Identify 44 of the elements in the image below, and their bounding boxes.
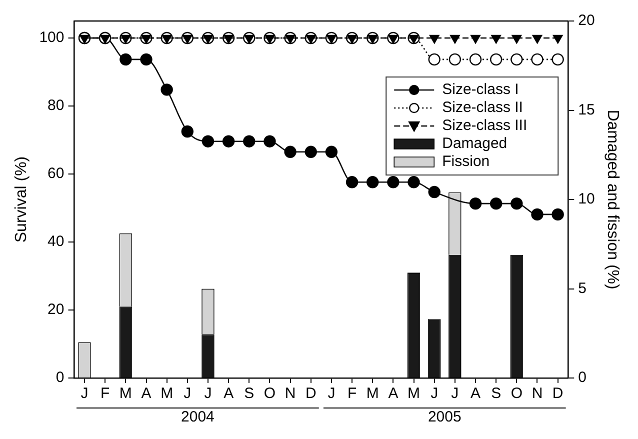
x-tick-label: D (305, 385, 316, 402)
x-tick-label: D (552, 385, 564, 402)
x-tick-label: J (328, 385, 336, 402)
text: 2005 (428, 408, 462, 426)
y2-tick-label: 15 (578, 101, 595, 118)
x-tick-label: A (470, 385, 481, 402)
x-tick-label: S (491, 385, 502, 402)
y-tick-label: 0 (56, 369, 64, 386)
y-tick-label: 80 (48, 97, 64, 114)
legend-label: Size-class I (442, 81, 519, 98)
y-tick-label: 20 (48, 301, 64, 318)
y-tick-label: 100 (39, 29, 64, 46)
x-tick-label: M (408, 385, 420, 402)
y-tick-label: 40 (48, 233, 64, 250)
legend-label: Size-class III (442, 117, 528, 134)
x-tick-label: M (119, 385, 132, 402)
y-axis-title: Survival (%) (13, 156, 30, 243)
y2-tick-label: 10 (578, 190, 595, 208)
x-tick-label: J (204, 385, 212, 402)
x-tick-label: J (451, 385, 459, 402)
x-tick-label: J (430, 385, 438, 402)
x-tick-label: M (366, 385, 379, 402)
x-tick-label: A (388, 385, 398, 402)
legend-label: Fission (442, 153, 490, 170)
x-tick-label: M (160, 385, 174, 402)
x-tick-label: O (510, 385, 523, 402)
x-tick-label: S (244, 385, 254, 402)
x-tick-label: A (141, 385, 152, 402)
legend-label: Size-class II (442, 99, 523, 116)
x-tick-label: F (100, 385, 110, 402)
y2-tick-label: 5 (578, 280, 586, 297)
x-tick-label: J (80, 385, 88, 402)
y2-tick-label: 20 (578, 12, 595, 30)
y2-tick-label: 0 (578, 369, 586, 386)
x-tick-label: N (532, 385, 543, 402)
x-tick-label: O (264, 385, 276, 402)
x-tick-label: J (184, 385, 192, 402)
y-tick-label: 60 (48, 165, 64, 182)
y2-axis-title: Damaged and fission (%) (604, 110, 621, 290)
x-tick-label: A (224, 385, 234, 402)
legend-label: Damaged (442, 135, 508, 152)
x-tick-label: N (284, 385, 296, 402)
text: 2004 (181, 408, 214, 426)
x-tick-label: F (347, 385, 357, 402)
